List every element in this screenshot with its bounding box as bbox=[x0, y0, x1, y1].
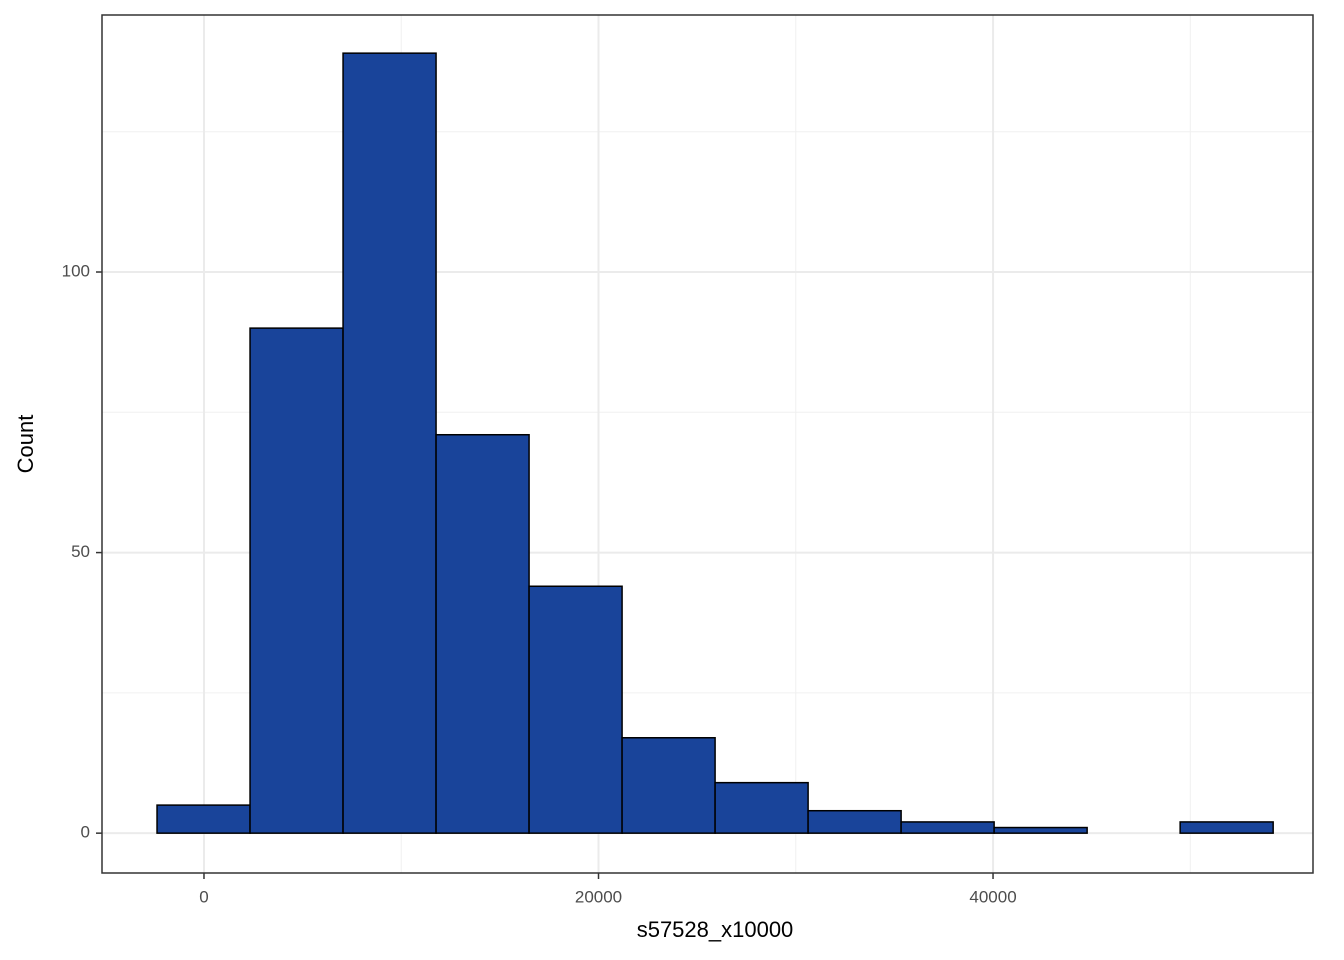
plot-border bbox=[101, 14, 1314, 874]
y-tick-label: 0 bbox=[81, 823, 90, 842]
bar bbox=[249, 327, 344, 834]
bar bbox=[435, 433, 530, 834]
bar bbox=[621, 737, 716, 834]
bar bbox=[342, 52, 437, 834]
y-tick-label: 50 bbox=[71, 542, 90, 561]
bar bbox=[156, 804, 251, 834]
y-axis-title: Count bbox=[13, 415, 38, 474]
bar bbox=[807, 809, 902, 834]
y-tick-label: 100 bbox=[62, 261, 90, 280]
x-tick-label: 0 bbox=[199, 887, 208, 906]
x-axis-title: s57528_x10000 bbox=[637, 917, 794, 942]
x-tick-label: 40000 bbox=[969, 887, 1016, 906]
bar bbox=[528, 585, 623, 834]
bar bbox=[900, 821, 995, 834]
bar bbox=[993, 826, 1088, 834]
bar bbox=[714, 781, 809, 834]
bar bbox=[1179, 821, 1274, 834]
x-tick-label: 20000 bbox=[575, 887, 622, 906]
